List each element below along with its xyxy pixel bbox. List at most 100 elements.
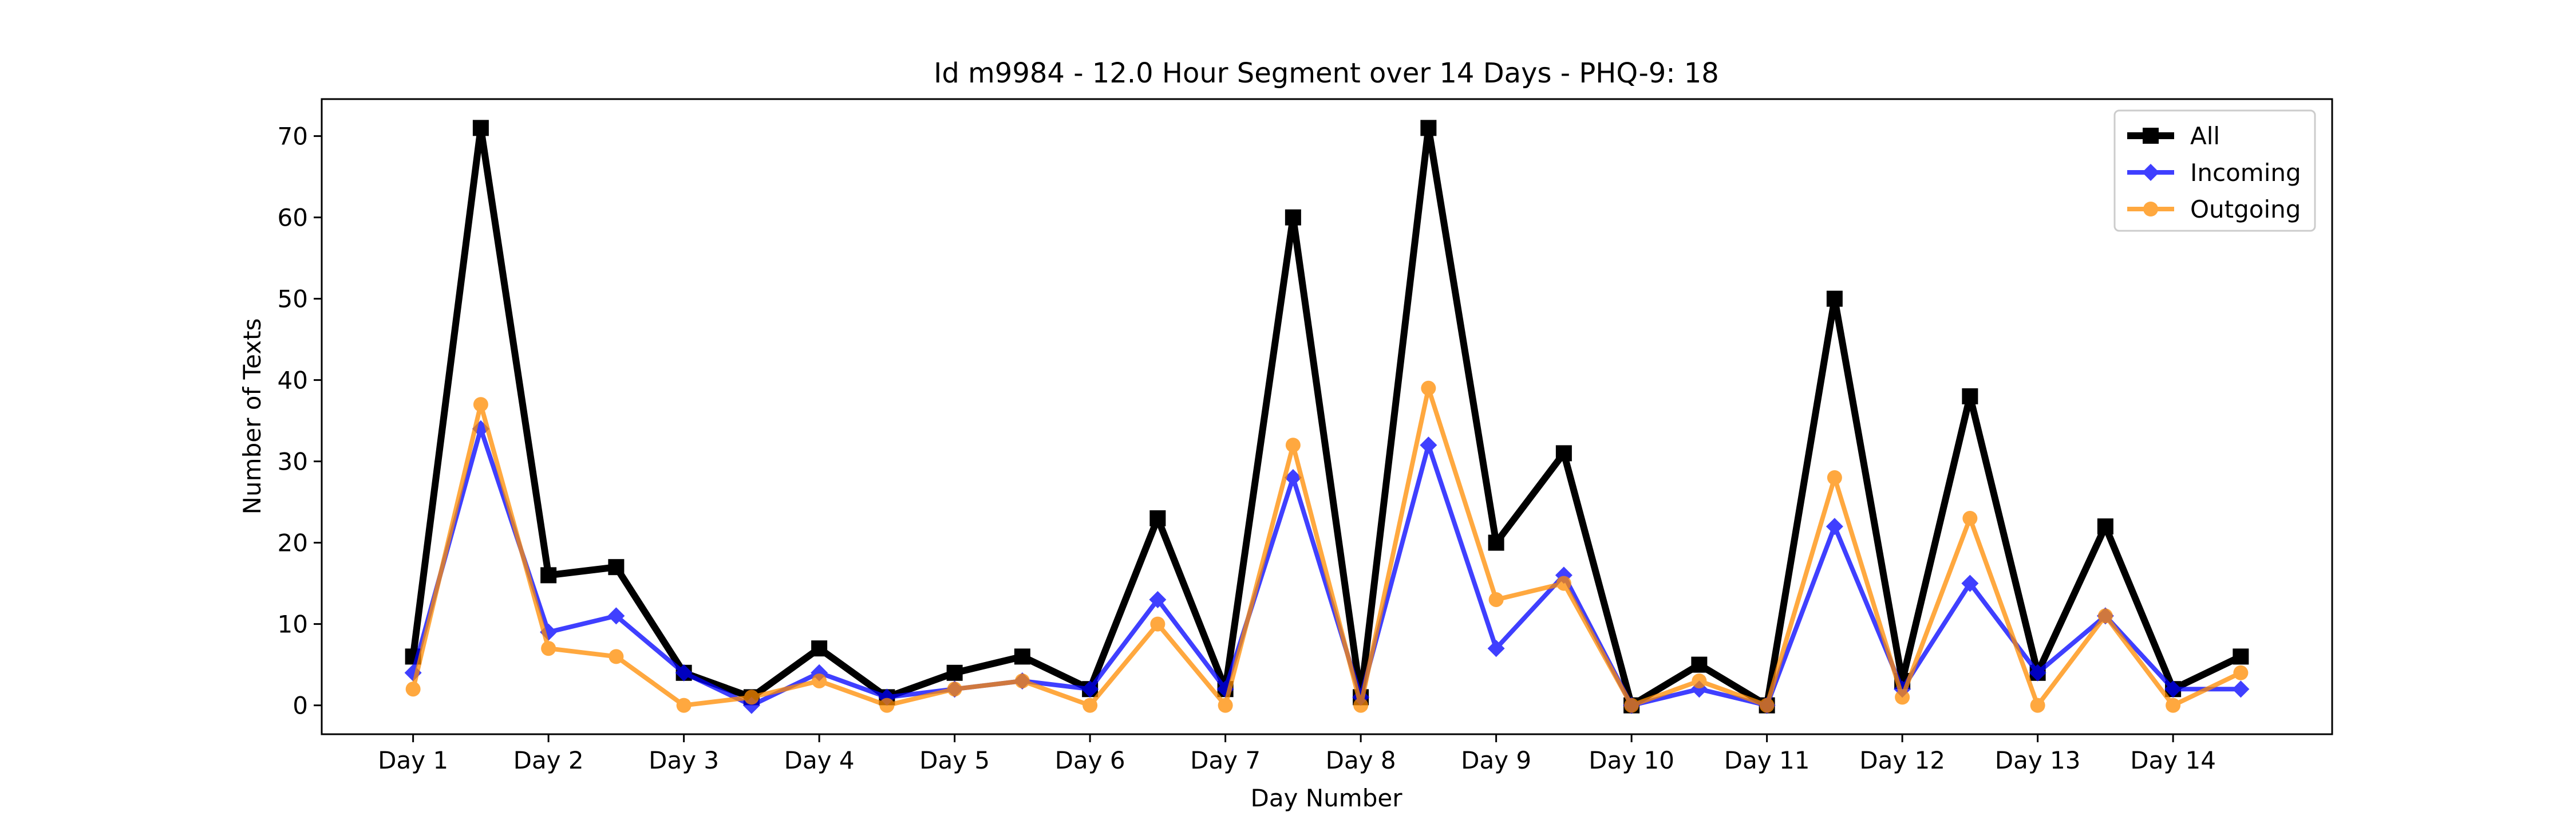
data-point-outgoing	[1895, 690, 1910, 705]
data-point-outgoing	[1556, 576, 1571, 591]
y-axis: 0 10 20 30 40 50 60 70	[278, 123, 322, 720]
data-point-outgoing	[2097, 608, 2113, 624]
data-point-outgoing	[879, 698, 895, 713]
data-point-outgoing	[1759, 698, 1775, 713]
y-tick-label: 10	[278, 611, 308, 639]
data-point-incoming	[1826, 518, 1843, 535]
legend-swatch-marker	[2143, 128, 2159, 144]
data-point-outgoing	[541, 641, 556, 656]
data-point-outgoing	[2166, 698, 2181, 713]
x-tick-label: Day 10	[1589, 746, 1674, 774]
legend-label-outgoing: Outgoing	[2190, 195, 2301, 223]
legend-label-all: All	[2190, 122, 2220, 150]
x-axis-label: Day Number	[1250, 784, 1402, 812]
series-line-all	[409, 124, 2242, 709]
y-tick-label: 30	[278, 448, 308, 476]
series-line-outgoing	[410, 385, 2242, 708]
data-point-outgoing	[1421, 380, 1436, 396]
x-axis: Day 1 Day 2 Day 3 Day 4 Day 5 Day 6 Day 7 Day 8…	[378, 734, 2216, 774]
data-point-all	[1488, 534, 1504, 551]
data-point-incoming	[675, 664, 693, 682]
x-tick-label: Day 2	[513, 746, 584, 774]
data-point-outgoing	[1624, 698, 1639, 713]
data-point-all	[1555, 445, 1572, 462]
data-point-all	[1285, 209, 1301, 226]
x-tick-label: Day 1	[378, 746, 448, 774]
y-tick-label: 0	[293, 692, 308, 720]
data-point-outgoing	[1014, 673, 1030, 688]
x-tick-label: Day 14	[2130, 746, 2216, 774]
chart-title: Id m9984 - 12.0 Hour Segment over 14 Day…	[934, 57, 1719, 89]
data-point-outgoing	[1692, 673, 1707, 688]
data-point-outgoing	[2233, 665, 2249, 680]
legend-label-incoming: Incoming	[2190, 159, 2301, 187]
x-tick-label: Day 13	[1995, 746, 2081, 774]
data-point-outgoing	[947, 682, 962, 697]
data-point-outgoing	[473, 397, 488, 412]
series-layer	[404, 120, 2250, 714]
data-point-outgoing	[1488, 592, 1504, 607]
data-point-all	[811, 640, 828, 657]
data-point-all	[1014, 648, 1030, 665]
data-point-incoming	[1149, 590, 1167, 608]
legend-item-all	[2127, 128, 2174, 144]
data-point-outgoing	[1082, 698, 1098, 713]
x-tick-label: Day 12	[1859, 746, 1945, 774]
data-point-outgoing	[609, 649, 624, 664]
data-point-outgoing	[812, 673, 827, 688]
y-axis-label: Number of Texts	[238, 318, 266, 515]
legend-swatch-marker	[2142, 164, 2159, 181]
data-point-all	[472, 120, 489, 136]
data-point-outgoing	[1962, 510, 1978, 526]
data-point-outgoing	[676, 698, 692, 713]
legend-swatch-marker	[2143, 202, 2158, 216]
data-point-outgoing	[1285, 438, 1301, 453]
data-point-incoming	[1420, 436, 1437, 454]
x-tick-label: Day 4	[784, 746, 855, 774]
data-point-incoming	[1081, 680, 1099, 698]
data-point-all	[540, 567, 557, 584]
data-point-outgoing	[1827, 470, 1842, 485]
legend: All Incoming Outgoing	[2113, 109, 2316, 232]
y-tick-label: 20	[278, 529, 308, 557]
data-point-all	[1420, 120, 1437, 136]
data-point-all	[1962, 388, 1978, 405]
legend-item-incoming	[2127, 164, 2174, 181]
data-point-outgoing	[2030, 698, 2045, 713]
data-point-incoming	[2029, 664, 2046, 682]
data-point-outgoing	[1150, 616, 1165, 632]
y-tick-label: 70	[278, 123, 308, 151]
data-point-outgoing	[1218, 698, 1233, 713]
y-tick-label: 40	[278, 367, 308, 395]
data-point-incoming	[2232, 680, 2250, 698]
y-tick-label: 60	[278, 204, 308, 232]
data-point-all	[946, 664, 963, 681]
x-tick-label: Day 9	[1461, 746, 1531, 774]
data-point-all	[1826, 290, 1843, 307]
data-point-all	[1149, 510, 1166, 526]
data-point-incoming	[2164, 680, 2182, 698]
data-point-incoming	[1487, 640, 1505, 657]
data-point-outgoing	[1353, 698, 1369, 713]
data-point-outgoing	[744, 690, 759, 705]
legend-item-outgoing	[2127, 202, 2174, 216]
x-tick-label: Day 5	[919, 746, 990, 774]
data-point-incoming	[607, 607, 625, 625]
x-tick-label: Day 8	[1326, 746, 1396, 774]
series-line-incoming	[410, 426, 2241, 708]
data-point-all	[1691, 656, 1708, 673]
data-point-outgoing	[405, 682, 421, 697]
data-point-incoming	[1961, 574, 1979, 592]
legend-box	[2113, 109, 2316, 232]
y-tick-label: 50	[278, 285, 308, 313]
data-point-all	[2233, 648, 2249, 665]
plot-area	[321, 98, 2333, 735]
series-outgoing	[405, 380, 2249, 713]
series-all	[405, 120, 2249, 714]
x-tick-label: Day 11	[1724, 746, 1810, 774]
data-point-all	[2097, 518, 2113, 535]
data-point-incoming	[1284, 468, 1302, 486]
data-point-all	[608, 559, 625, 576]
